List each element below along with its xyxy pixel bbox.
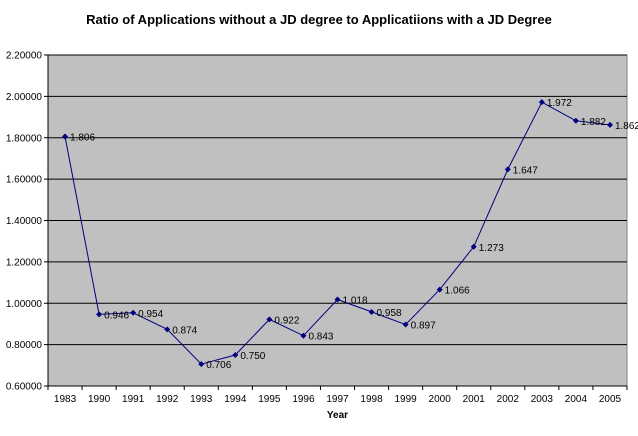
data-label: 0.897 [411, 321, 436, 332]
data-point [232, 351, 239, 358]
data-label: 1.066 [445, 286, 470, 297]
y-tick-label: 0.60000 [6, 382, 43, 393]
y-tick-label: 1.40000 [6, 216, 43, 227]
data-label: 1.806 [70, 133, 95, 144]
data-point [504, 166, 511, 173]
data-point [266, 316, 273, 323]
data-point [300, 332, 307, 339]
data-label: 1.882 [581, 117, 606, 128]
x-tick-label: 1994 [224, 394, 247, 405]
x-tick-label: 1998 [360, 394, 383, 405]
data-point [164, 326, 171, 333]
x-tick-label: 1995 [258, 394, 281, 405]
x-tick-label: 1993 [190, 394, 213, 405]
data-point [402, 321, 409, 328]
data-label: 1.273 [479, 243, 504, 254]
x-tick-label: 1997 [326, 394, 349, 405]
data-point [62, 133, 69, 140]
x-tick-label: 1991 [122, 394, 145, 405]
data-label: 0.874 [172, 325, 197, 336]
y-tick-label: 1.00000 [6, 299, 43, 310]
x-tick-label: 1999 [394, 394, 417, 405]
data-label: 0.954 [138, 309, 163, 320]
data-label: 1.972 [547, 98, 572, 109]
x-tick-label: 2005 [599, 394, 622, 405]
data-point [606, 121, 613, 128]
data-label: 1.647 [513, 165, 538, 176]
data-point [470, 243, 477, 250]
y-tick-label: 2.00000 [6, 92, 43, 103]
x-tick-label: 1990 [88, 394, 111, 405]
data-point [130, 309, 137, 316]
x-tick-label: 2003 [531, 394, 554, 405]
data-point [334, 296, 341, 303]
data-label: 0.706 [206, 360, 231, 371]
x-tick-label: 2004 [565, 394, 588, 405]
chart-title: Ratio of Applications without a JD degre… [86, 12, 552, 27]
x-tick-label: 1983 [54, 394, 77, 405]
x-tick-label: 2002 [497, 394, 520, 405]
data-label: 0.958 [377, 308, 402, 319]
data-label: 1.862 [615, 121, 638, 132]
data-label: 0.946 [104, 310, 129, 321]
x-tick-label: 2000 [429, 394, 452, 405]
y-tick-label: 0.80000 [6, 340, 43, 351]
data-label: 0.843 [308, 332, 333, 343]
data-point [96, 311, 103, 318]
data-point [436, 286, 443, 293]
data-label: 1.018 [343, 296, 368, 307]
y-tick-label: 2.20000 [6, 51, 43, 62]
data-point [538, 99, 545, 106]
x-axis-title: Year [327, 410, 348, 421]
data-point [198, 361, 205, 368]
y-tick-label: 1.20000 [6, 257, 43, 268]
x-tick-label: 1996 [292, 394, 315, 405]
x-tick-label: 1992 [156, 394, 179, 405]
y-tick-label: 1.60000 [6, 175, 43, 186]
data-label: 0.922 [274, 315, 299, 326]
x-tick-label: 2001 [463, 394, 486, 405]
data-point [572, 117, 579, 124]
y-tick-label: 1.80000 [6, 133, 43, 144]
data-label: 0.750 [240, 351, 265, 362]
data-point [368, 308, 375, 315]
